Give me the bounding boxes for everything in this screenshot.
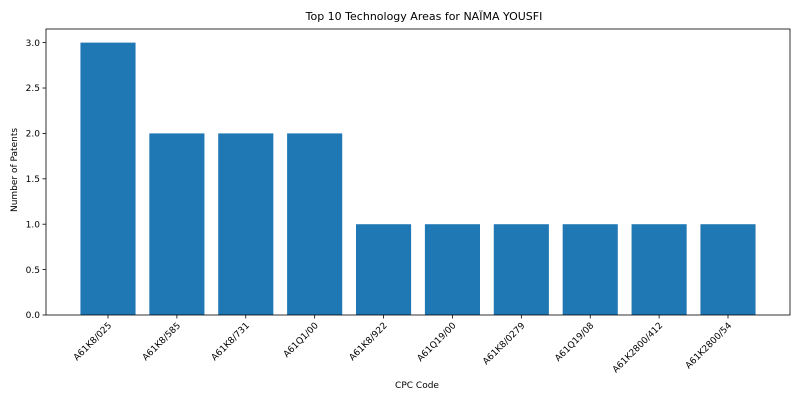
bar-A61K8/922: [356, 224, 411, 315]
x-tick-label: A61K8/0279: [481, 321, 527, 367]
bar-A61Q1/00: [287, 133, 342, 315]
x-tick-label: A61K8/922: [348, 321, 390, 363]
bar-A61K8/731: [218, 133, 273, 315]
chart-title: Top 10 Technology Areas for NAÏMA YOUSFI: [305, 10, 543, 23]
x-tick-label: A61Q1/00: [282, 321, 321, 360]
x-axis: A61K8/025 A61K8/585 A61K8/731 A61Q1/00 A61K8…: [72, 315, 734, 375]
y-tick-label: 2.5: [26, 84, 40, 94]
y-axis-label: Number of Patents: [10, 128, 20, 212]
y-tick-label: 0.5: [26, 266, 40, 276]
bar-A61Q19/00: [425, 224, 480, 315]
x-tick-label: A61K8/585: [141, 321, 183, 363]
x-tick-label: A61Q19/08: [553, 321, 596, 364]
y-tick-label: 1.5: [26, 175, 40, 185]
bar-A61Q19/08: [563, 224, 618, 315]
x-tick-label: A61K8/025: [72, 321, 114, 363]
bar-A61K8/0279: [494, 224, 549, 315]
y-axis: 0.0 0.5 1.0 1.5 2.0 2.5 3.0: [26, 39, 46, 321]
x-tick-label: A61K2800/54: [684, 321, 734, 371]
bar-A61K8/585: [149, 133, 204, 315]
x-tick-label: A61K8/731: [210, 321, 252, 363]
bar-A61K8/025: [80, 43, 135, 315]
y-tick-label: 1.0: [26, 220, 41, 230]
y-tick-label: 2.0: [26, 130, 41, 140]
bar-A61K2800/54: [700, 224, 755, 315]
bars-group: [80, 43, 755, 315]
x-axis-label: CPC Code: [395, 381, 439, 391]
x-tick-label: A61Q19/00: [416, 321, 459, 364]
x-tick-label: A61K2800/412: [611, 321, 665, 375]
bar-A61K2800/412: [632, 224, 687, 315]
y-tick-label: 0.0: [26, 311, 41, 321]
y-tick-label: 3.0: [26, 39, 41, 49]
